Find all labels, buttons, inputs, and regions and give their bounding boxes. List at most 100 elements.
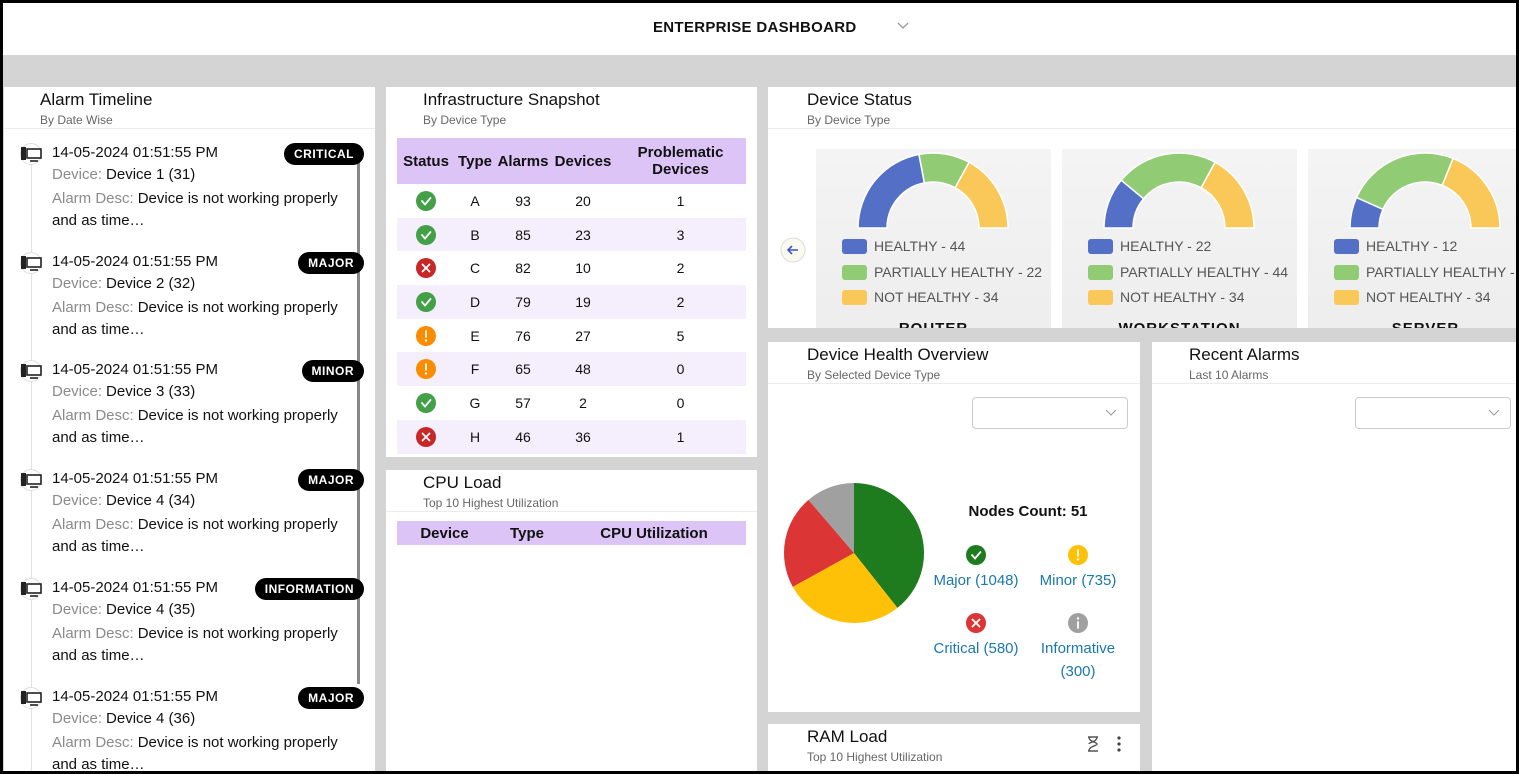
icon-circle xyxy=(416,291,436,312)
status-icon xyxy=(416,392,436,413)
timeline-line xyxy=(31,147,32,771)
panel-subtitle: By Device Type xyxy=(807,113,891,127)
device-name: Device 4 (34) xyxy=(106,492,196,510)
device-status-panel: Device Status By Device Type HEALTHY - 4… xyxy=(768,87,1516,328)
icon-screen xyxy=(26,582,42,594)
icon-tower xyxy=(21,364,26,378)
desc-text: Device is not working properly and as ti… xyxy=(52,733,338,773)
device-type-select[interactable] xyxy=(972,397,1128,429)
table-cell: 2 xyxy=(579,394,587,411)
gauge-segment xyxy=(1441,157,1501,229)
status-icon xyxy=(416,258,436,279)
gauge-segment xyxy=(1355,152,1455,211)
severity-badge: MINOR xyxy=(301,360,364,383)
device-icon xyxy=(20,251,42,274)
legend-label: Major (1048) xyxy=(933,572,1019,589)
legend-label: PARTIALLY HEALTHY - 44 xyxy=(1366,263,1516,280)
device-label: Device: xyxy=(52,492,103,510)
icon-screen xyxy=(26,474,42,485)
alarm-datetime: 14-05-2024 01:51:55 PM xyxy=(52,687,218,705)
alarm-device: Device: Device 2 (32) xyxy=(52,275,195,292)
alarm-datetime: 14-05-2024 01:51:55 PM xyxy=(52,470,218,488)
table-cell: 79 xyxy=(495,285,551,319)
panel-title: Infrastructure Snapshot xyxy=(423,90,600,109)
icon-tower xyxy=(21,473,26,487)
table-row: B 85 23 3 xyxy=(397,217,746,252)
table-cell: 20 xyxy=(575,192,591,209)
device-health-panel: Device Health Overview By Selected Devic… xyxy=(768,342,1140,712)
hourglass-icon[interactable] xyxy=(1086,736,1100,752)
panel-title: Alarm Timeline xyxy=(40,90,153,109)
device-label: Device: xyxy=(52,383,103,401)
icon-check xyxy=(971,551,982,560)
legend-swatch xyxy=(842,264,867,280)
panel-title: Device Health Overview xyxy=(807,345,989,364)
back-button[interactable] xyxy=(780,237,806,263)
table-row: C 82 10 2 xyxy=(397,251,746,285)
gauge-segment xyxy=(1120,152,1217,200)
header-row: Status Type Alarms Devices Problematic Devic… xyxy=(397,138,746,184)
legend-label: NOT HEALTHY - 34 xyxy=(874,289,999,305)
table-cell: 57 xyxy=(515,394,531,411)
column-header: Type xyxy=(492,521,562,545)
table-cell: 2 xyxy=(615,285,746,319)
table-cell: 1 xyxy=(615,419,746,454)
severity-badge: MAJOR xyxy=(298,251,364,274)
alarm-datetime: 14-05-2024 01:51:55 PM xyxy=(52,144,218,161)
icon-dot xyxy=(424,338,428,342)
device-label: Device: xyxy=(52,274,103,292)
table-row: G 57 2 0 xyxy=(397,386,746,420)
chevron xyxy=(1105,409,1117,416)
legend-label: PARTIALLY HEALTHY - 44 xyxy=(1120,263,1289,280)
device-name: Device 1 (31) xyxy=(106,166,196,183)
column-header: Alarms xyxy=(495,138,551,184)
device-icon xyxy=(20,577,42,600)
gauge xyxy=(857,152,1009,229)
column-header: Device xyxy=(397,521,492,545)
legend-swatch xyxy=(842,290,867,305)
table-cell: 1 xyxy=(676,192,685,209)
pie-slice xyxy=(784,499,854,587)
legend-label: Informative (300) xyxy=(1040,640,1116,680)
desc-label: Alarm Desc: xyxy=(52,516,134,534)
status-card: HEALTHY - 44 PARTIALLY HEALTHY - 22 NOT HE… xyxy=(816,149,1051,328)
icon-dot xyxy=(1076,558,1080,561)
scrollbar xyxy=(357,147,360,684)
divider xyxy=(386,511,757,512)
alarm-select[interactable] xyxy=(1355,397,1511,429)
table-cell: 82 xyxy=(515,260,531,277)
table-cell: D xyxy=(455,285,495,319)
legend-swatch xyxy=(842,239,867,254)
kebab-menu[interactable] xyxy=(1115,735,1123,753)
status-icon xyxy=(416,359,436,380)
alarm-timeline-panel: Alarm Timeline By Date Wise 14-05-2024 0… xyxy=(4,87,375,773)
alarm-device: Device: Device 1 (31) xyxy=(52,166,195,183)
header-dropdown[interactable] xyxy=(896,21,910,31)
panel-subtitle: By Selected Device Type xyxy=(807,368,941,382)
alarm-datetime: 14-05-2024 01:51:55 PM xyxy=(52,578,218,596)
legend-label: NOT HEALTHY - 34 xyxy=(1120,289,1245,305)
header-title: ENTERPRISE DASHBOARD xyxy=(653,19,857,36)
device-label: Device: xyxy=(52,709,103,727)
column-header: CPU Utilization xyxy=(562,521,746,545)
divider xyxy=(1152,383,1516,384)
panel-title: RAM Load xyxy=(807,727,888,746)
table-row: A 93 20 1 xyxy=(397,184,746,218)
table-row: F 65 48 0 xyxy=(397,352,746,387)
desc-text: Device is not working properly and as ti… xyxy=(52,516,338,556)
column-header: Type xyxy=(455,138,495,184)
divider xyxy=(768,383,1140,384)
device-icon xyxy=(20,469,42,492)
alarm-desc: Alarm Desc: Device is not working properl… xyxy=(52,405,352,449)
table-cell: E xyxy=(470,327,480,344)
severity-badge: CRITICAL xyxy=(284,143,364,165)
pie-slice xyxy=(808,483,854,553)
alarm-device: Device: Device 4 (34) xyxy=(52,492,195,509)
desc-label: Alarm Desc: xyxy=(52,190,134,207)
alarm-desc: Alarm Desc: Device is not working properl… xyxy=(52,732,352,773)
column-header: Problematic Devices xyxy=(615,138,746,184)
table-row: E 76 27 5 xyxy=(397,319,746,353)
severity-badge: INFORMATION xyxy=(254,577,364,600)
icon-dot xyxy=(1076,617,1080,620)
legend-swatch xyxy=(1334,264,1359,280)
